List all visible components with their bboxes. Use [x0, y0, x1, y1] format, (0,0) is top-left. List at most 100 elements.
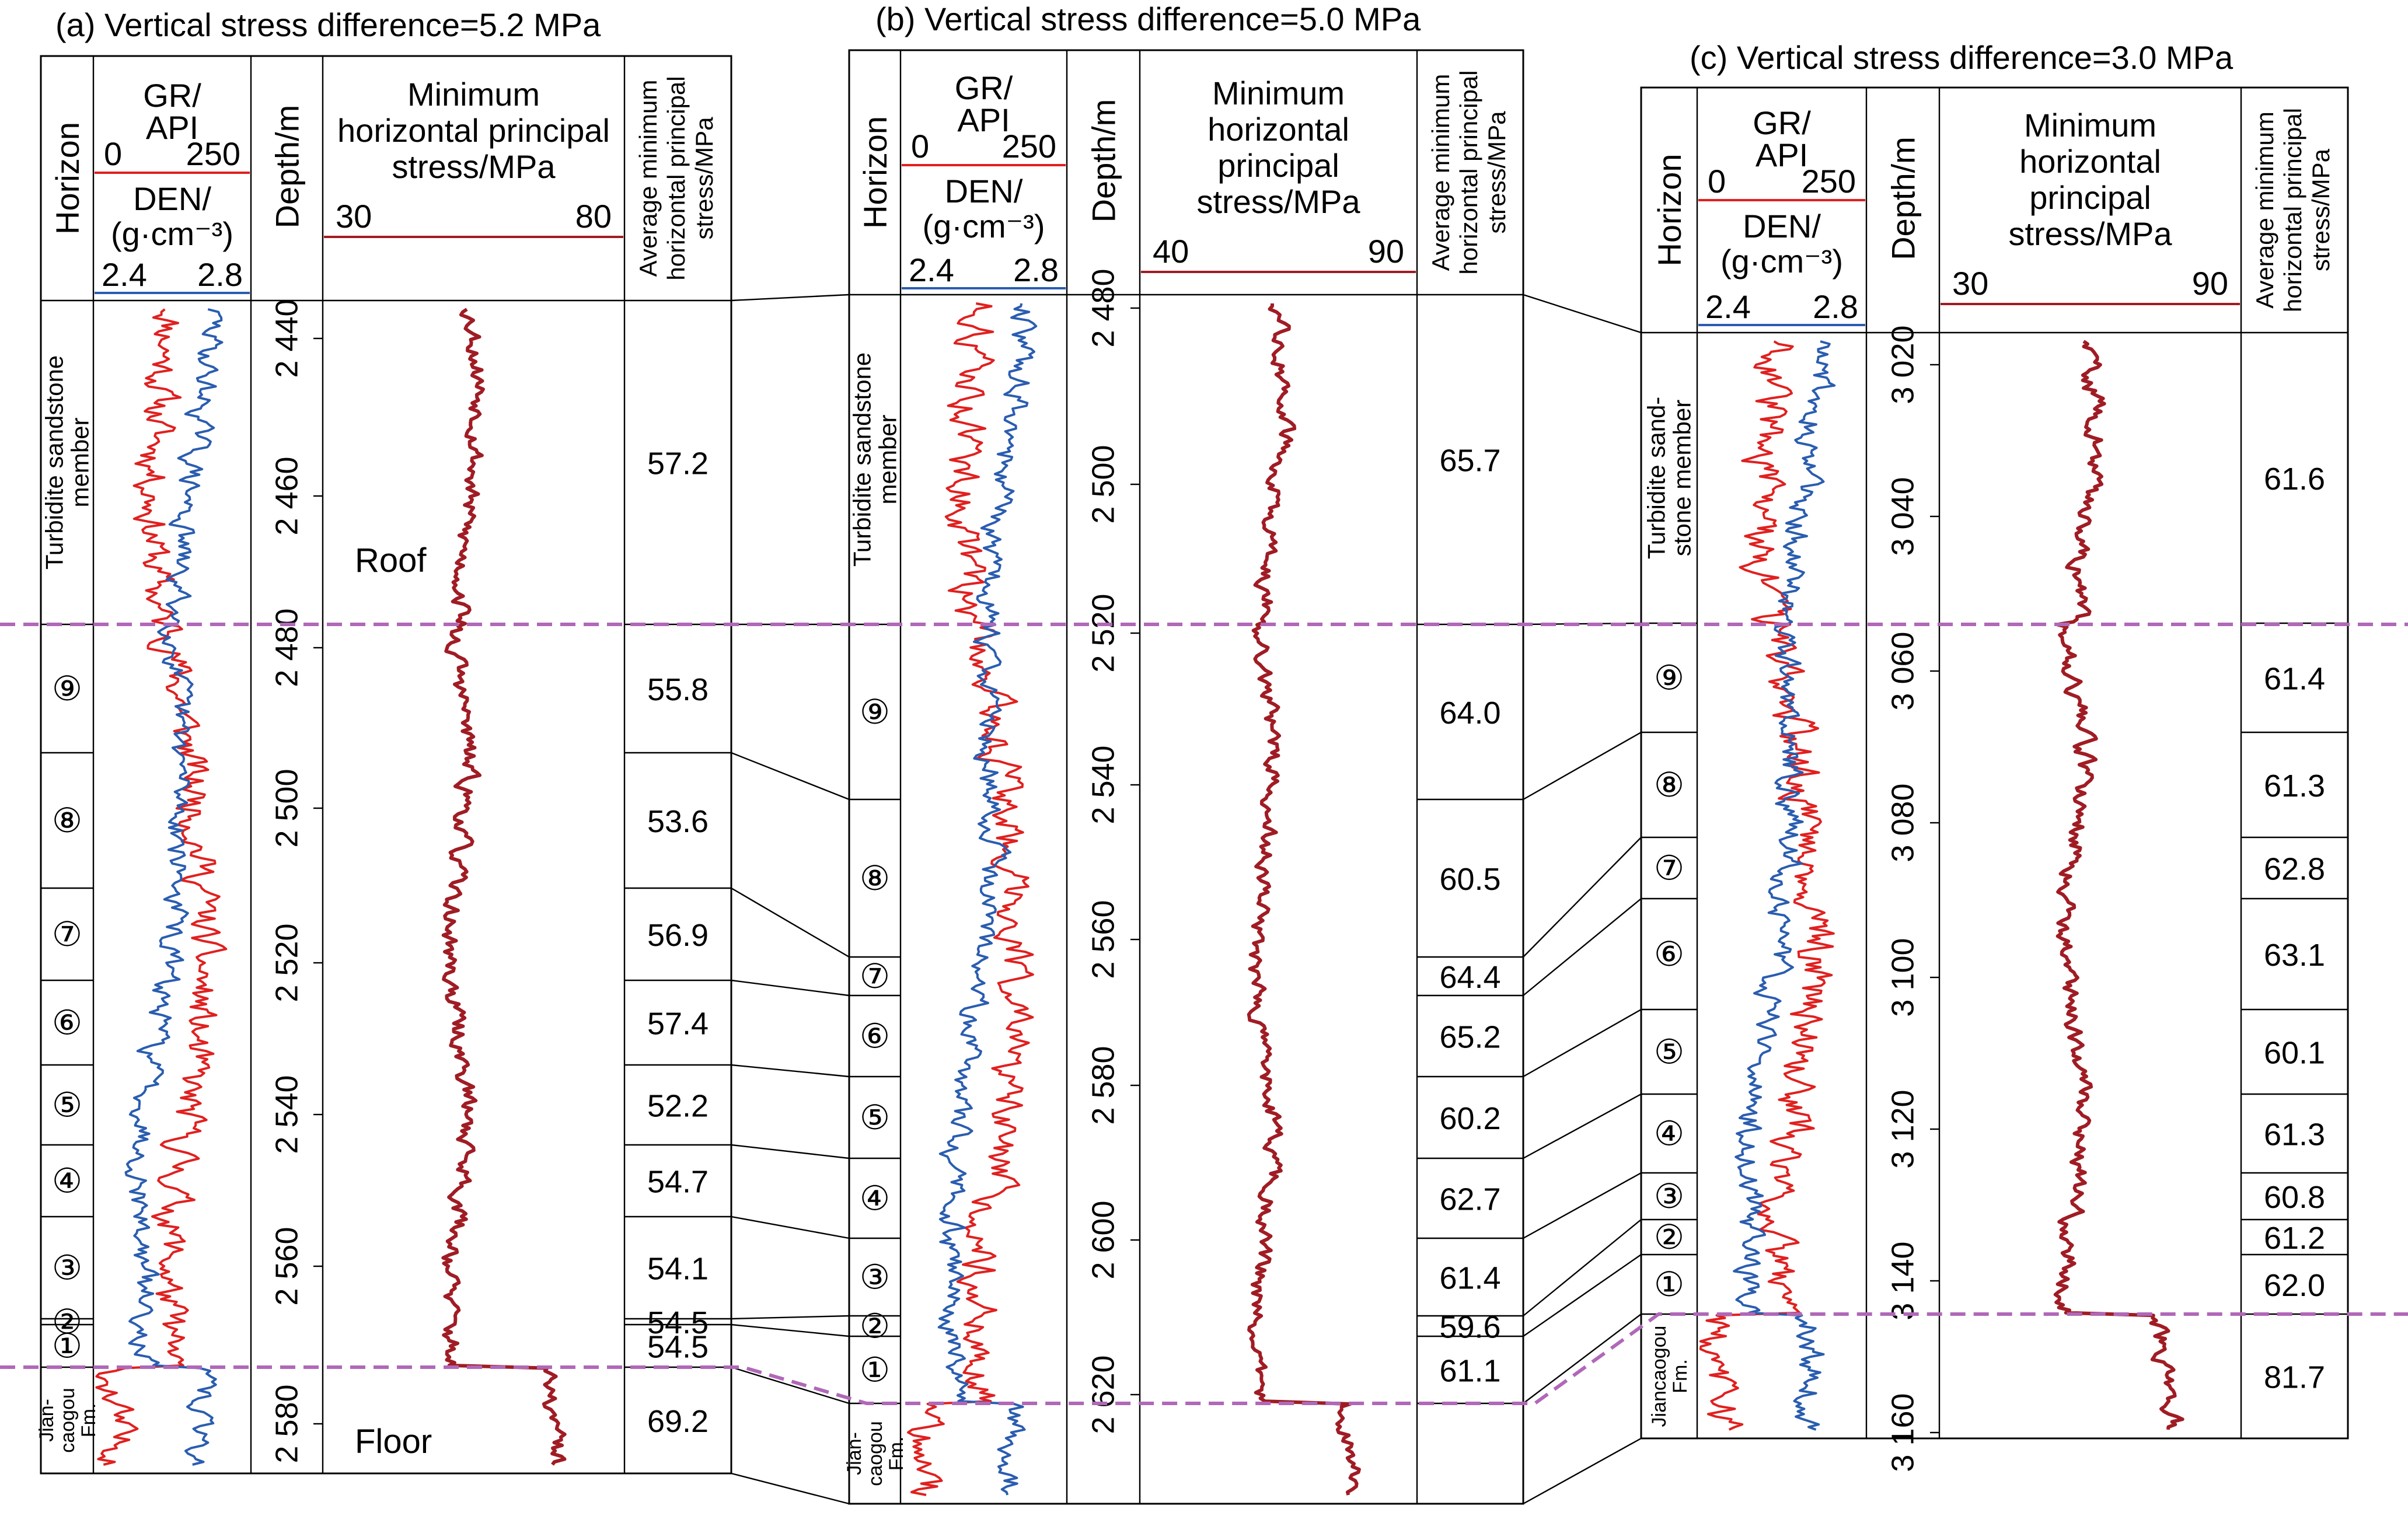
correlation-line [731, 1366, 850, 1405]
correlation-line [1523, 1093, 1642, 1159]
gr-max: 250 [186, 135, 240, 172]
avg-header-line: horizontal principal [662, 76, 690, 280]
panel-title: (a) Vertical stress difference=5.2 MPa [55, 6, 601, 43]
gr-header: GR/ [1753, 104, 1811, 141]
gr-min: 0 [1708, 163, 1726, 200]
stress-header-line: principal [2029, 179, 2151, 216]
avg-stress-value: 69.2 [647, 1404, 709, 1439]
avg-stress-value: 61.6 [2264, 462, 2325, 497]
stress-header-line: horizontal [1208, 111, 1349, 148]
depth-tick-label: 3 080 [1886, 783, 1921, 862]
depth-tick-label: 2 520 [270, 923, 305, 1002]
gr-header: GR/ [143, 77, 201, 114]
floor-label: Floor [355, 1423, 432, 1461]
correlation-line [1523, 1254, 1642, 1337]
depth-tick-label: 2 520 [1086, 593, 1121, 672]
horizon-label: ⑤ [860, 1099, 890, 1137]
stress-curve [2053, 340, 2184, 1430]
correlation-line [1523, 294, 1642, 334]
den-curve [937, 303, 1038, 1496]
correlation-line [1523, 1219, 1642, 1316]
avg-header-line: horizontal principal [2279, 108, 2306, 312]
panel-a: (a) Vertical stress difference=5.2 MPa Ho… [36, 6, 732, 1475]
horizon-label: member [67, 417, 94, 507]
stress-header-line: Minimum [1212, 75, 1345, 111]
horizon-label: ② [1654, 1218, 1684, 1256]
gr-max: 250 [1802, 163, 1856, 200]
avg-stress-value: 62.7 [1439, 1182, 1500, 1217]
horizon-label: Jiancaogou [1648, 1326, 1670, 1427]
avg-stress-value: 55.8 [647, 672, 709, 707]
correlation-line [1523, 837, 1642, 958]
roof-floor-boundaries [0, 623, 2408, 1405]
stress-header-line: Minimum [2024, 107, 2156, 144]
correlation-line [1523, 1008, 1642, 1078]
stress-header-line: principal [1217, 147, 1339, 184]
horizon-label: ⑥ [52, 1004, 82, 1042]
correlation-line [1523, 731, 1642, 801]
avg-header-line: Average minimum [634, 80, 662, 277]
correlation-line [1523, 1437, 1642, 1505]
horizon-label: Fm. [885, 1437, 908, 1471]
avg-stress-value: 54.1 [647, 1252, 709, 1287]
correlation-line [731, 979, 850, 997]
avg-stress-value: 65.7 [1439, 443, 1500, 478]
avg-stress-value: 54.5 [647, 1330, 709, 1365]
avg-stress-value: 64.0 [1439, 696, 1500, 731]
avg-stress-value: 61.2 [2264, 1221, 2325, 1256]
stress-header-line: horizontal principal [337, 112, 610, 149]
horizon-label: ① [52, 1328, 82, 1365]
roof-label: Roof [355, 542, 427, 579]
correlation-line [731, 887, 850, 958]
stress-min: 30 [1952, 265, 1988, 302]
depth-tick-label: 3 160 [1886, 1393, 1921, 1472]
depth-tick-label: 2 480 [1086, 268, 1121, 347]
floor-boundary [0, 1312, 2408, 1405]
gr-curve [95, 308, 228, 1466]
avg-stress-value: 56.9 [647, 918, 709, 953]
depth-tick-label: 2 540 [1086, 745, 1121, 824]
stress-min: 30 [336, 198, 372, 235]
panel-title: (b) Vertical stress difference=5.0 MPa [875, 1, 1421, 37]
correlation-line [731, 1064, 850, 1078]
depth-header: Depth/m [1086, 99, 1122, 223]
horizon-label: Jian- [843, 1432, 866, 1475]
avg-header-line: Average minimum [1427, 74, 1454, 271]
den-max: 2.8 [1813, 288, 1858, 325]
correlation-line [731, 294, 850, 302]
gr-min: 0 [911, 128, 929, 165]
horizon-label: ③ [860, 1259, 890, 1297]
horizon-label: ④ [860, 1180, 890, 1218]
avg-stress-value: 61.1 [1439, 1354, 1500, 1389]
avg-header-line: stress/MPa [2307, 148, 2334, 271]
avg-stress-value: 64.4 [1439, 960, 1500, 995]
den-unit: (g·cm⁻³) [923, 208, 1045, 244]
horizon-label: ⑧ [1654, 766, 1684, 804]
depth-tick-label: 2 560 [1086, 900, 1121, 979]
gr-unit: API [957, 102, 1010, 138]
depth-tick-label: 3 100 [1886, 938, 1921, 1017]
depth-tick-label: 2 560 [270, 1227, 305, 1305]
depth-tick-label: 3 140 [1886, 1241, 1921, 1320]
horizon-label: ⑨ [860, 693, 890, 731]
avg-stress-value: 59.6 [1439, 1310, 1500, 1345]
den-min: 2.4 [909, 251, 954, 288]
correlation-line [731, 1323, 850, 1337]
horizon-label: ① [1654, 1266, 1684, 1304]
panel-frame [848, 49, 1524, 1505]
avg-stress-value: 62.0 [2264, 1268, 2325, 1303]
horizon-label: Fm. [1669, 1359, 1691, 1393]
horizon-header: Horizon [857, 116, 894, 229]
horizon-label: ② [52, 1303, 82, 1341]
avg-stress-value: 61.4 [2264, 662, 2325, 697]
den-curve [1733, 340, 1836, 1431]
avg-stress-value: 60.2 [1439, 1101, 1500, 1136]
panel-frame [1640, 86, 2349, 1440]
avg-stress-value: 61.3 [2264, 1117, 2325, 1152]
avg-stress-value: 54.7 [647, 1165, 709, 1200]
horizon-label: Fm. [78, 1403, 100, 1438]
gr-curve [907, 302, 1034, 1496]
correlation-line [731, 1315, 850, 1320]
den-unit: (g·cm⁻³) [111, 215, 233, 252]
gr-max: 250 [1002, 128, 1056, 165]
